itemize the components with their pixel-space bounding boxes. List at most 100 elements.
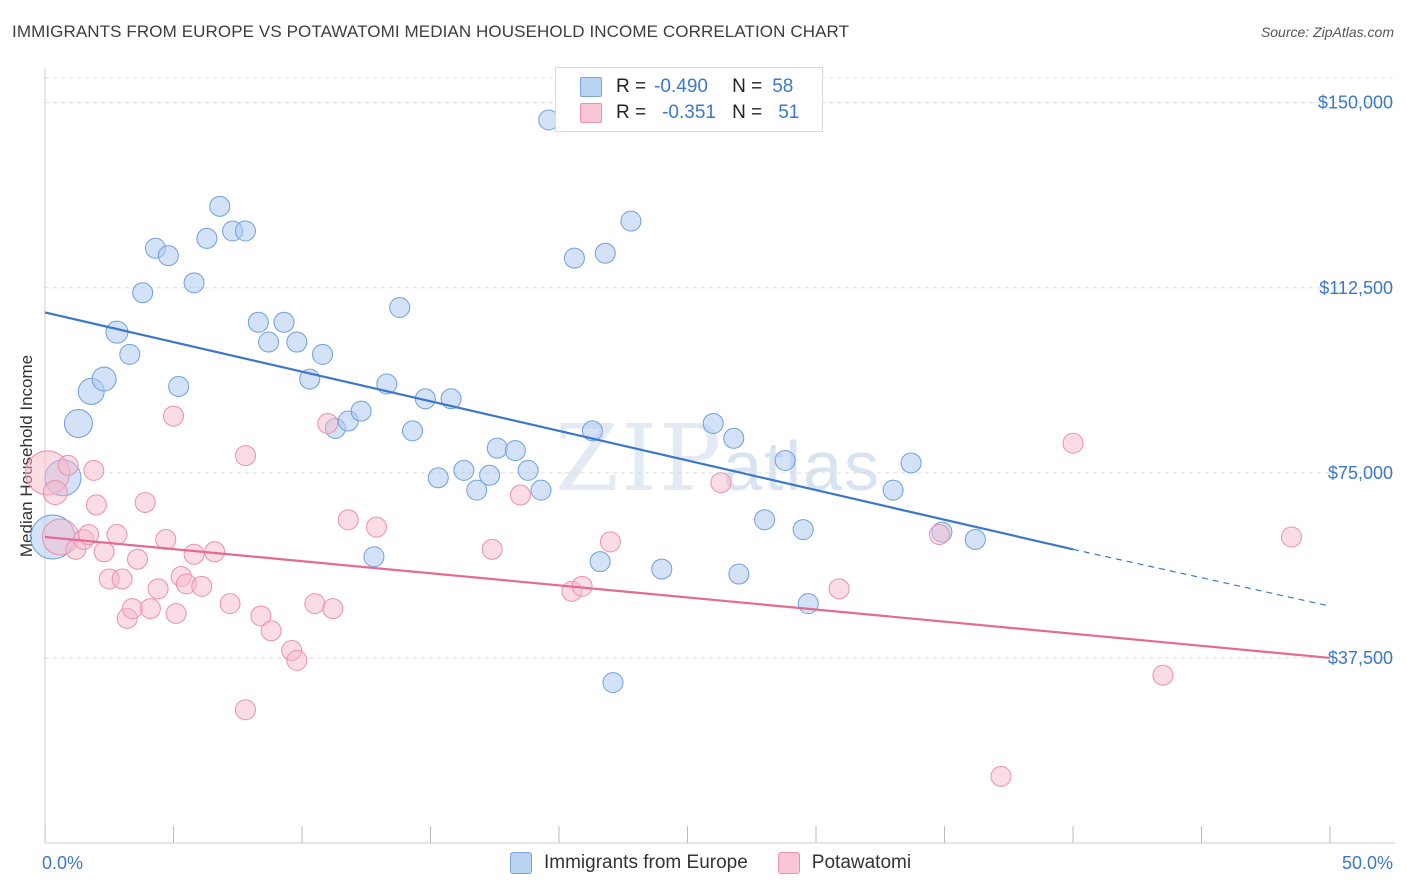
point-potawatomi [85, 494, 107, 516]
point-immigrants-from-europe [517, 459, 539, 481]
point-potawatomi [121, 598, 143, 620]
point-immigrants-from-europe [427, 467, 449, 489]
trend-line-immigrants-extension [1072, 548, 1331, 607]
point-immigrants-from-europe [728, 563, 750, 585]
legend-row-blue: R = -0.490 N = 58 [580, 75, 793, 99]
source-label: Source: ZipAtlas.com [1260, 24, 1394, 40]
point-potawatomi [1152, 664, 1174, 686]
legend-item-immigrants[interactable]: Immigrants from Europe [510, 852, 748, 874]
point-potawatomi [260, 620, 282, 642]
y-tick-label: $150,000 [1318, 93, 1393, 113]
point-potawatomi [93, 541, 115, 563]
point-immigrants-from-europe [797, 593, 819, 615]
point-immigrants-from-europe [196, 227, 218, 249]
series-legend: Immigrants from Europe Potawatomi [510, 852, 941, 874]
legend-r-label: R = [616, 102, 647, 123]
point-potawatomi [1062, 432, 1084, 454]
point-potawatomi [155, 528, 177, 550]
point-immigrants-from-europe [964, 528, 986, 550]
point-potawatomi [286, 649, 308, 671]
tick-labels: $37,500 $75,000 $112,500 $150,000 0.0% 50.0% [42, 93, 1393, 873]
point-immigrants-from-europe [389, 297, 411, 318]
chart-title: IMMIGRANTS FROM EUROPE VS POTAWATOMI MED… [12, 22, 850, 41]
series-immigrants-from-europe [30, 109, 986, 694]
legend-n-label: N = [732, 102, 763, 123]
point-potawatomi [509, 484, 531, 506]
point-immigrants-from-europe [132, 282, 154, 304]
point-immigrants-from-europe [581, 420, 603, 442]
point-potawatomi [106, 524, 128, 546]
trend-line-potawatomi [44, 535, 1331, 660]
point-immigrants-from-europe [651, 558, 673, 580]
point-immigrants-from-europe [594, 242, 616, 264]
legend-n-label: N = [732, 76, 763, 97]
legend-swatch-blue [510, 852, 532, 874]
point-immigrants-from-europe [258, 331, 280, 353]
legend-n-value: 58 [772, 76, 794, 97]
x-tick-label-min: 0.0% [42, 853, 83, 873]
point-potawatomi [163, 405, 184, 427]
x-tick-label-max: 50.0% [1342, 853, 1393, 873]
point-immigrants-from-europe [754, 509, 776, 531]
point-potawatomi [147, 578, 169, 600]
point-potawatomi [366, 516, 388, 538]
legend-swatch-pink [777, 852, 800, 874]
point-immigrants-from-europe [486, 437, 508, 459]
point-immigrants-from-europe [157, 245, 179, 267]
point-immigrants-from-europe [453, 459, 475, 481]
point-immigrants-from-europe [702, 412, 724, 434]
point-immigrants-from-europe [119, 343, 141, 365]
legend-swatch-blue [580, 77, 602, 97]
point-potawatomi [337, 509, 359, 531]
watermark-zip: ZIP [555, 405, 724, 512]
correlation-legend: R = -0.490 N = 58 R = -0.351 N = 51 [555, 67, 823, 132]
legend-label-immigrants: Immigrants from Europe [544, 852, 748, 873]
point-potawatomi [828, 578, 850, 600]
point-potawatomi [234, 445, 256, 467]
point-potawatomi [928, 524, 950, 546]
point-immigrants-from-europe [286, 331, 308, 353]
point-potawatomi [183, 543, 205, 565]
point-potawatomi [78, 524, 100, 546]
point-potawatomi [599, 531, 621, 553]
legend-item-potawatomi[interactable]: Potawatomi [777, 852, 912, 874]
point-potawatomi [710, 472, 732, 494]
point-potawatomi [317, 412, 339, 434]
point-potawatomi [191, 575, 213, 597]
point-immigrants-from-europe [168, 375, 190, 397]
watermark-atlas: atlas [723, 427, 882, 505]
legend-label-potawatomi: Potawatomi [811, 852, 912, 873]
trend-lines [44, 311, 1331, 660]
point-immigrants-from-europe [363, 546, 385, 568]
point-immigrants-from-europe [273, 311, 295, 333]
point-potawatomi [127, 548, 149, 570]
legend-r-value: -0.490 [654, 76, 708, 97]
legend-r-label: R = [616, 76, 647, 97]
point-potawatomi [481, 538, 503, 560]
point-potawatomi [83, 459, 105, 481]
y-tick-label: $75,000 [1328, 463, 1393, 483]
point-potawatomi [234, 699, 256, 721]
point-immigrants-from-europe [602, 672, 624, 694]
point-potawatomi [250, 605, 272, 627]
legend-swatch-pink [580, 103, 602, 123]
point-immigrants-from-europe [774, 450, 796, 471]
point-immigrants-from-europe [402, 420, 424, 442]
point-immigrants-from-europe [620, 210, 642, 232]
y-tick-label: $37,500 [1328, 648, 1393, 668]
watermark: ZIPatlas [555, 405, 881, 512]
point-immigrants-from-europe [589, 551, 611, 573]
point-immigrants-from-europe [563, 247, 585, 269]
legend-row-pink: R = -0.351 N = 51 [580, 101, 799, 125]
point-immigrants-from-europe [900, 452, 922, 474]
point-immigrants-from-europe [882, 479, 904, 501]
point-potawatomi [134, 491, 156, 513]
point-immigrants-from-europe [792, 519, 814, 541]
series-potawatomi [25, 405, 1302, 787]
grid-lines [45, 77, 1395, 659]
point-potawatomi [139, 598, 161, 620]
point-immigrants-from-europe [312, 343, 334, 365]
point-immigrants-from-europe [91, 366, 117, 392]
point-potawatomi [42, 480, 68, 506]
